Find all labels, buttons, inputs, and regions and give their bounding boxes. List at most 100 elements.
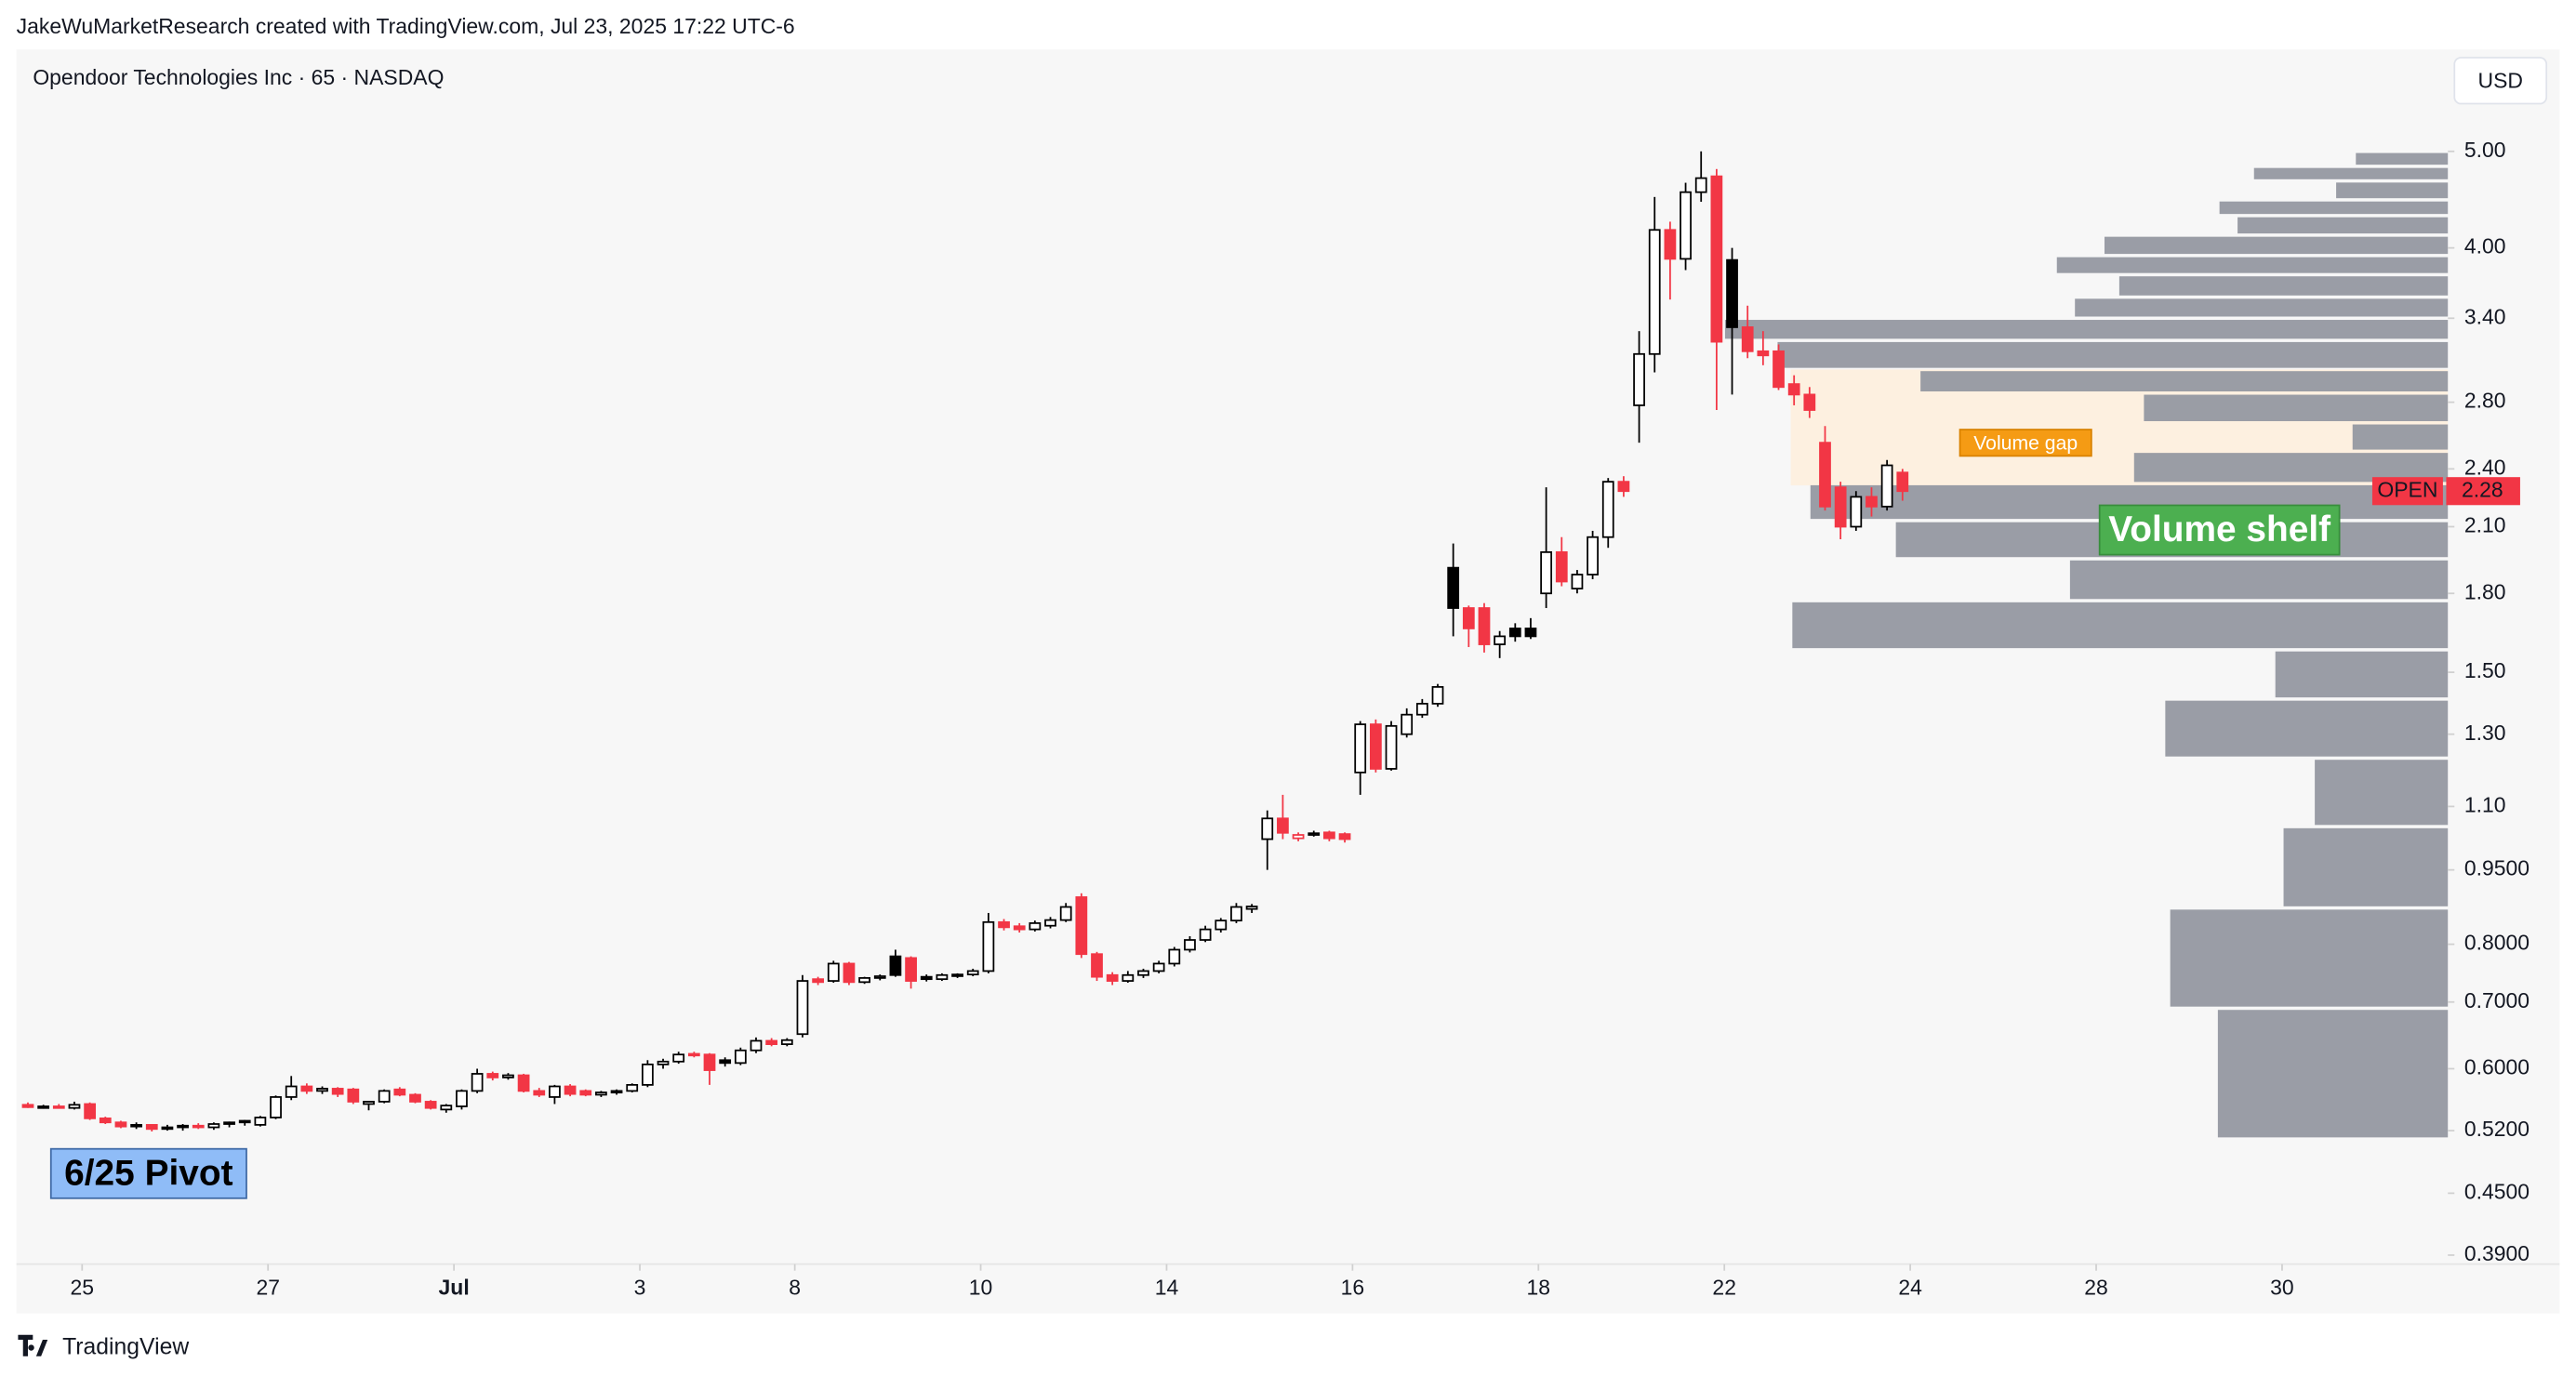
- candle-body: [1044, 919, 1056, 927]
- candle-body: [765, 1039, 778, 1046]
- candle-body: [1478, 607, 1491, 645]
- candle-body: [780, 1039, 793, 1046]
- candle-body: [1540, 551, 1553, 595]
- candle-body: [1106, 973, 1119, 982]
- candle-body: [734, 1049, 747, 1065]
- candle-body: [579, 1090, 592, 1096]
- y-tick-label: 1.30: [2464, 721, 2506, 745]
- candle-body: [1369, 723, 1382, 770]
- candle-body: [1680, 191, 1692, 260]
- y-tick-label: 0.6000: [2464, 1055, 2530, 1079]
- candle-body: [52, 1105, 65, 1109]
- chart-title: Opendoor Technologies Inc · 65 · NASDAQ: [33, 65, 444, 89]
- candle-body: [1601, 481, 1614, 538]
- candle-body: [1726, 258, 1738, 328]
- volume-profile-bar: [2144, 394, 2449, 421]
- candle-body: [626, 1083, 639, 1092]
- candle-body: [982, 920, 995, 972]
- y-tick-label: 5.00: [2464, 138, 2506, 162]
- annotation-box: [2098, 504, 2341, 556]
- y-tick-label: 0.3900: [2464, 1241, 2530, 1265]
- brand: TradingView: [62, 1334, 189, 1359]
- candle-body: [1866, 496, 1878, 508]
- x-tick-label: 14: [1155, 1275, 1179, 1299]
- volume-profile-bar: [2237, 217, 2449, 234]
- candle-body: [1633, 352, 1645, 406]
- candle-body: [1292, 834, 1305, 840]
- candle-body: [223, 1121, 235, 1125]
- logo-icon: [18, 1334, 48, 1356]
- x-tick-label: 27: [256, 1275, 280, 1299]
- candle-body: [331, 1088, 344, 1095]
- candle-body: [114, 1121, 127, 1128]
- candle-body: [1447, 566, 1460, 609]
- candle-body: [1075, 896, 1088, 956]
- y-tick-label: 0.8000: [2464, 931, 2530, 955]
- y-tick-label: 3.40: [2464, 304, 2506, 328]
- volume-profile-bar: [2118, 276, 2449, 296]
- candle-body: [1819, 442, 1831, 508]
- volume-profile-bar: [1792, 602, 2449, 649]
- candle-body: [610, 1090, 623, 1094]
- candle-body: [1710, 175, 1723, 343]
- currency-box[interactable]: [2453, 57, 2548, 105]
- candle-body: [1137, 970, 1149, 976]
- candle-body: [1850, 496, 1863, 528]
- annotation-text: Volume gap: [1973, 433, 2078, 455]
- candle-body: [905, 957, 917, 982]
- y-tick-label: 0.9500: [2464, 856, 2530, 880]
- currency[interactable]: USD: [2478, 69, 2523, 93]
- x-tick-label: Jul: [439, 1275, 470, 1299]
- candle-body: [207, 1123, 220, 1129]
- candle-body: [657, 1060, 670, 1065]
- volume-profile-bar: [2170, 909, 2449, 1007]
- annotation-text: Volume shelf: [2108, 509, 2331, 549]
- candle-body: [812, 978, 825, 984]
- candle-body: [564, 1085, 577, 1095]
- y-tick-label: 1.10: [2464, 792, 2506, 816]
- volume-profile-bar: [1920, 371, 2449, 391]
- brand-logo: TradingView: [18, 1334, 189, 1359]
- candle-body: [1508, 628, 1521, 638]
- x-tick-label: 18: [1527, 1275, 1551, 1299]
- last-price-box: [2446, 477, 2520, 506]
- candle-body: [936, 973, 949, 981]
- volume-profile-bar: [2075, 298, 2449, 317]
- y-tick-label: 2.40: [2464, 455, 2506, 479]
- candle-body: [1787, 383, 1800, 396]
- candle-body: [703, 1053, 716, 1071]
- candle-body: [502, 1074, 514, 1078]
- candle-body: [1338, 833, 1351, 840]
- candle-body: [549, 1085, 561, 1098]
- x-tick-label: 16: [1341, 1275, 1365, 1299]
- candle-body: [1308, 832, 1321, 836]
- candle-body: [1648, 229, 1661, 355]
- candle-body: [1230, 906, 1242, 922]
- candle-body: [966, 970, 979, 976]
- candle-body: [641, 1063, 654, 1086]
- candle-body: [21, 1104, 34, 1108]
- candle-body: [1757, 350, 1770, 357]
- candle-body: [254, 1117, 267, 1126]
- candle-body: [1431, 685, 1444, 705]
- x-tick-label: 8: [789, 1275, 801, 1299]
- annotation-box: [1959, 429, 2092, 457]
- candle-body: [456, 1090, 468, 1107]
- volume-profile-bar: [2275, 651, 2449, 698]
- candle-body: [1834, 486, 1847, 528]
- candle-body: [84, 1103, 97, 1119]
- candle-body: [1122, 973, 1135, 982]
- candle-body: [363, 1101, 375, 1105]
- candle-body: [285, 1085, 298, 1098]
- y-tick-label: 2.80: [2464, 389, 2506, 413]
- y-tick-label: 2.10: [2464, 513, 2506, 537]
- symbol-box: [2371, 477, 2443, 506]
- volume-profile-bar: [2219, 201, 2449, 215]
- volume-profile-bar: [2352, 424, 2449, 450]
- candle-body: [1415, 702, 1428, 716]
- candle-body: [1462, 607, 1475, 629]
- y-tick-label: 0.4500: [2464, 1179, 2530, 1203]
- candle-body: [595, 1092, 607, 1096]
- symbol-label: OPEN: [2377, 477, 2437, 501]
